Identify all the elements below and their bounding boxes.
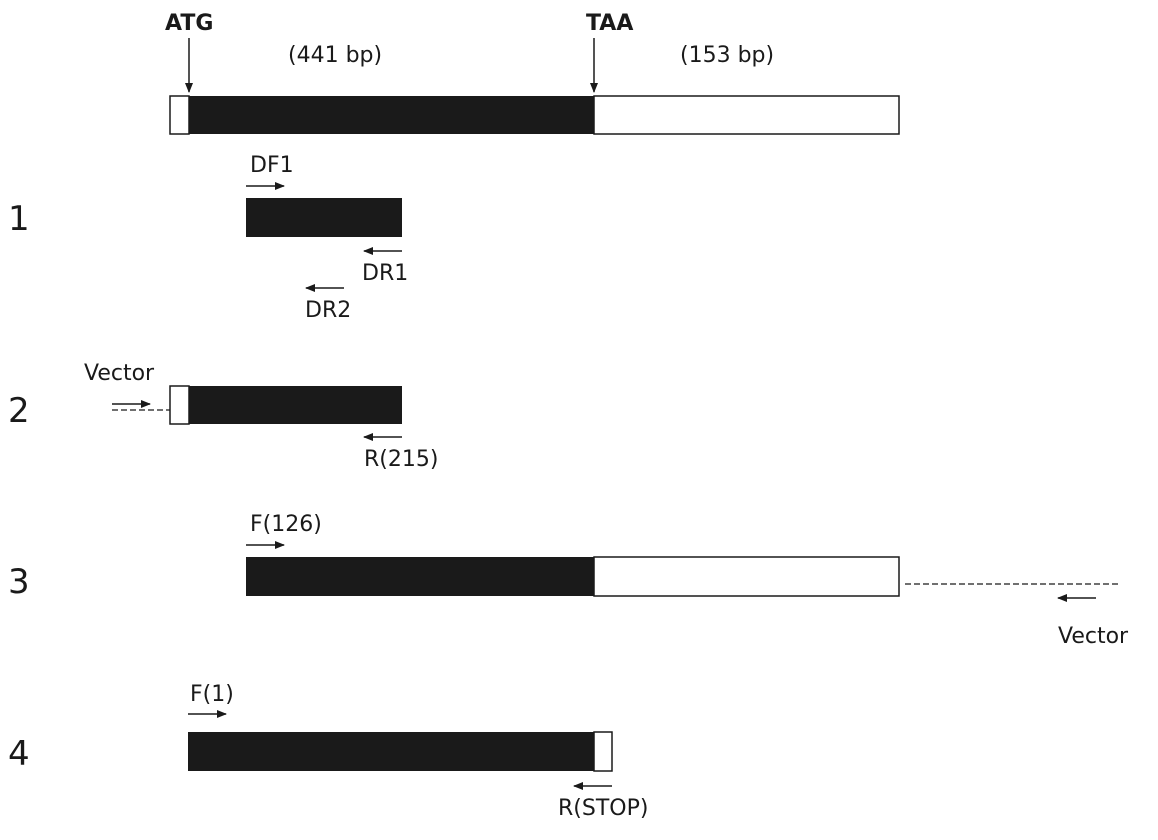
coding-length-label: (441 bp)	[288, 43, 382, 68]
three-prime-utr-box	[594, 96, 899, 134]
row-number: 4	[8, 734, 30, 774]
utr-box	[170, 386, 189, 424]
primer-label-vector: Vector	[84, 361, 155, 386]
construct-row-1: 1 DF1 DR1 DR2	[8, 153, 408, 323]
primer-label-r215: R(215)	[364, 447, 438, 472]
primer-label-dr1: DR1	[362, 261, 408, 286]
fragment-box	[246, 198, 402, 237]
start-codon-label: ATG	[165, 11, 213, 36]
row-number: 1	[8, 199, 30, 239]
primer-label-vector: Vector	[1058, 624, 1129, 649]
primer-label-dr2: DR2	[305, 298, 351, 323]
row-number: 3	[8, 562, 30, 602]
utr-box	[594, 557, 899, 596]
primer-label-df1: DF1	[250, 153, 294, 178]
construct-row-4: 4 F(1) R(STOP)	[8, 682, 648, 821]
stop-box	[594, 732, 612, 771]
five-prime-utr-box	[170, 96, 189, 134]
fragment-box	[189, 386, 402, 424]
utr-length-label: (153 bp)	[680, 43, 774, 68]
fragment-box	[246, 557, 594, 596]
construct-row-2: 2 Vector R(215)	[8, 361, 438, 472]
full-transcript: ATG (441 bp) TAA (153 bp)	[165, 11, 899, 134]
fragment-box	[188, 732, 594, 771]
row-number: 2	[8, 391, 30, 431]
construct-row-3: 3 F(126) Vector	[8, 512, 1129, 649]
stop-codon-label: TAA	[586, 11, 633, 36]
primer-label-rstop: R(STOP)	[558, 796, 648, 821]
primer-label-f126: F(126)	[250, 512, 322, 537]
coding-region-box	[189, 96, 594, 134]
primer-label-f1: F(1)	[190, 682, 234, 707]
